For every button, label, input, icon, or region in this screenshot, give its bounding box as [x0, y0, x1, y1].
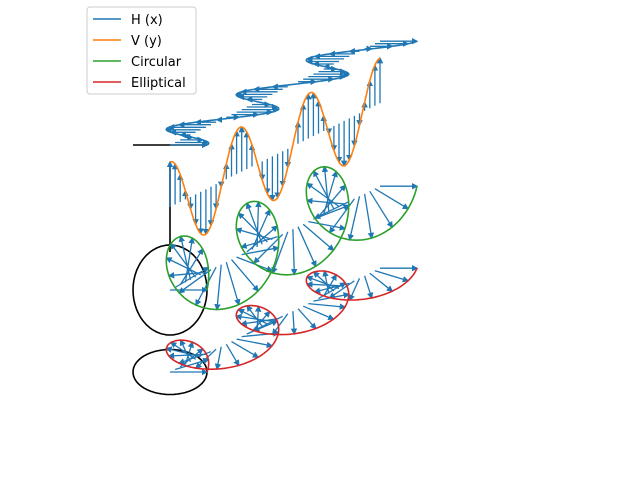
field-vector-arrow	[369, 272, 394, 293]
field-vector-arrow	[374, 270, 410, 283]
field-vector-arrow	[179, 247, 204, 286]
field-vector-arrow	[308, 302, 347, 310]
series-curve	[165, 166, 418, 311]
field-vector-arrow	[369, 190, 393, 229]
field-vector-arrow	[167, 352, 206, 360]
field-vector-arrow	[347, 196, 361, 241]
field-vector-arrow	[184, 236, 195, 283]
field-vector-arrow	[348, 278, 361, 302]
field-vector-arrow	[322, 269, 330, 294]
field-vector-arrow	[328, 280, 355, 299]
field-vector-arrow	[240, 318, 278, 327]
field-vector-arrow	[323, 170, 338, 215]
series-1	[133, 37, 419, 149]
field-vector-arrow	[236, 338, 274, 349]
field-vector-arrow	[169, 341, 196, 360]
field-vector-arrow	[246, 304, 263, 327]
field-vector-arrow	[235, 227, 273, 241]
field-vector-arrow	[321, 165, 330, 212]
field-vector-arrow	[313, 200, 350, 219]
series-curve	[165, 40, 418, 146]
field-vector-arrow	[290, 311, 298, 335]
series-3	[132, 165, 419, 336]
field-vector-arrow	[252, 315, 283, 332]
field-vector-arrow	[170, 242, 197, 278]
legend-label-h: H (x)	[131, 13, 163, 28]
field-vector-arrow	[302, 223, 335, 251]
field-vector-arrow	[363, 275, 374, 300]
series-curve	[169, 57, 381, 236]
field-vector-arrow	[195, 348, 217, 369]
field-vector-arrow	[241, 245, 280, 256]
field-vector-arrow	[254, 305, 262, 330]
field-vector-arrow	[231, 341, 260, 358]
field-vector-arrow	[297, 226, 317, 268]
field-vector-arrow	[313, 282, 350, 294]
field-vector-arrow	[302, 305, 335, 321]
field-vector-arrow	[329, 198, 355, 234]
legend-frame	[86, 6, 197, 95]
field-vector-arrow	[255, 200, 262, 248]
field-vector-arrow	[308, 220, 347, 231]
field-vector-arrow	[306, 197, 345, 205]
field-vector-arrow	[297, 308, 317, 330]
field-vector-arrow	[165, 257, 201, 276]
field-vector-arrow	[271, 231, 289, 275]
field-vector-arrow	[363, 193, 375, 240]
series-4	[132, 264, 419, 396]
legend-label-v: V (y)	[131, 34, 162, 49]
field-vector-arrow	[225, 343, 240, 367]
field-vector-arrow	[246, 320, 279, 335]
field-vector-arrow	[178, 269, 212, 294]
field-vector-arrow	[231, 259, 259, 292]
field-vector-arrow	[374, 188, 410, 210]
field-vector-arrow	[290, 229, 298, 276]
plot-area	[132, 37, 419, 396]
legend: H (x) V (y) Circular Elliptical	[86, 6, 197, 95]
field-vector-arrow	[225, 262, 241, 306]
legend-label-elliptical: Elliptical	[131, 76, 186, 91]
field-vector-arrow	[195, 266, 217, 307]
field-vector-arrow	[271, 313, 289, 336]
field-vector-arrow	[178, 235, 192, 281]
field-vector-arrow	[246, 225, 279, 253]
field-vector-arrow	[179, 339, 192, 363]
field-vector-arrow	[240, 236, 278, 249]
field-vector-arrow	[214, 346, 222, 371]
series-2	[166, 56, 384, 252]
legend-label-circular: Circular	[131, 55, 182, 70]
field-vector-arrow	[214, 264, 222, 311]
field-vector-arrow	[167, 271, 206, 279]
reference-polarization-shape	[132, 244, 208, 336]
field-vector-arrow	[245, 202, 263, 245]
series-curve	[165, 267, 418, 373]
